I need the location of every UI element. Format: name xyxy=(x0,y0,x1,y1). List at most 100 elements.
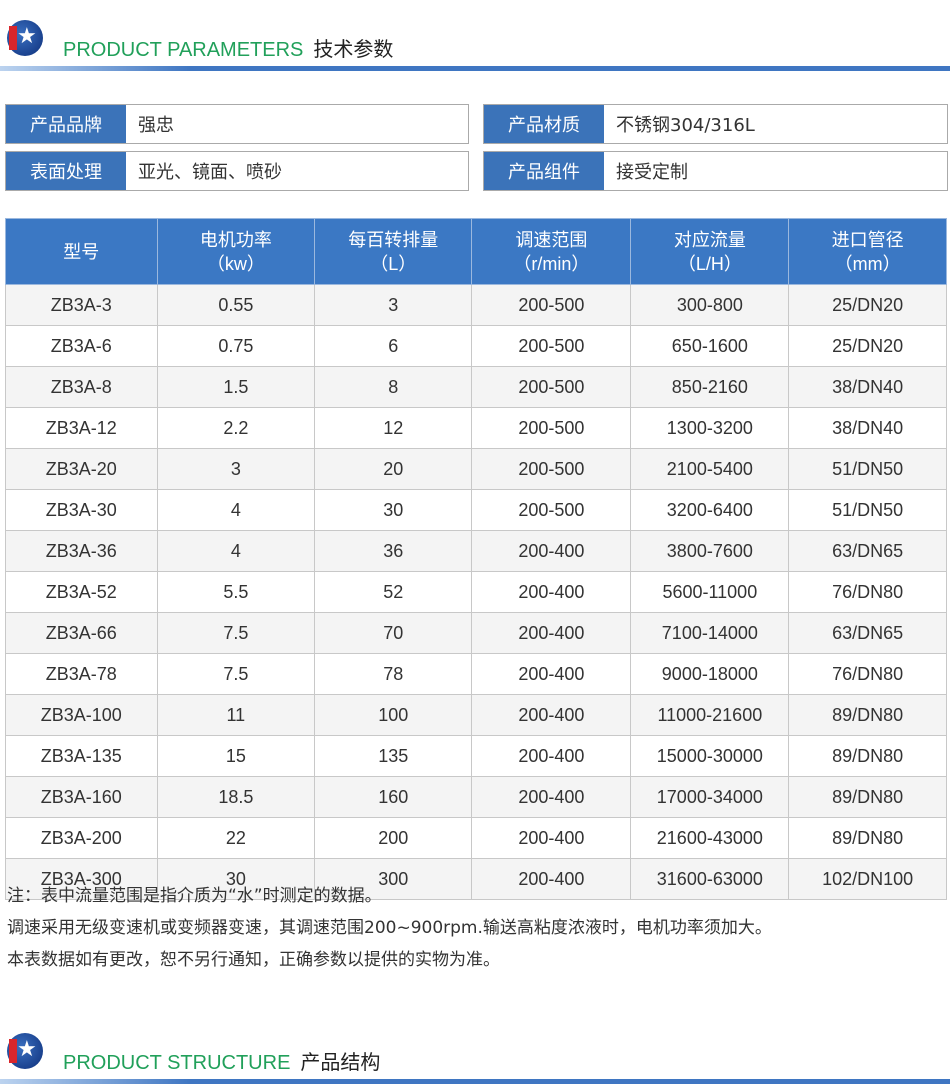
table-row: ZB3A-135 15 135 200-400 15000-30000 89/DN80 xyxy=(5,735,947,777)
note: 注：表中流量范围是指介质为“水”时测定的数据。 xyxy=(7,886,382,906)
table-cell: ZB3A-8 xyxy=(5,366,158,408)
table-cell: 7.5 xyxy=(156,612,316,654)
column-header: 型号 xyxy=(5,218,158,285)
table-row: ZB3A-36 4 36 200-400 3800-7600 63/DN65 xyxy=(5,530,947,572)
table-cell: 51/DN50 xyxy=(788,489,947,531)
title-cn: 产品结构 xyxy=(300,1052,381,1074)
table-cell: 200-500 xyxy=(471,407,632,449)
table-cell: 200-400 xyxy=(471,530,632,572)
table-cell: 63/DN65 xyxy=(788,612,947,654)
table-cell: 850-2160 xyxy=(630,366,790,408)
table-cell: 17000-34000 xyxy=(630,776,790,818)
note: 本表数据如有更改，恕不另行通知，正确参数以提供的实物为准。 xyxy=(7,950,500,970)
table-cell: 89/DN80 xyxy=(788,776,947,818)
title-en: PRODUCT PARAMETERS xyxy=(63,39,304,61)
info-value: 亚光、镜面、喷砂 xyxy=(138,162,282,183)
table-cell: 9000-18000 xyxy=(630,653,790,695)
column-header: 对应流量 （L/H） xyxy=(630,218,790,285)
table-cell: 200-400 xyxy=(471,776,632,818)
table-cell: 52 xyxy=(314,571,473,613)
column-header: 进口管径 （mm） xyxy=(788,218,947,285)
table-cell: 3200-6400 xyxy=(630,489,790,531)
table-cell: 1.5 xyxy=(156,366,316,408)
table-cell: 89/DN80 xyxy=(788,817,947,859)
table-cell: 300-800 xyxy=(630,284,790,326)
info-material: 产品材质 不锈钢304/316L xyxy=(483,104,948,144)
table-cell: 200-400 xyxy=(471,694,632,736)
table-row: ZB3A-52 5.5 52 200-400 5600-11000 76/DN80 xyxy=(5,571,947,613)
table-cell: 200-400 xyxy=(471,817,632,859)
table-cell: 7100-14000 xyxy=(630,612,790,654)
table-cell: 25/DN20 xyxy=(788,284,947,326)
table-row: ZB3A-300 30 300 200-400 31600-63000 102/DN100 xyxy=(5,858,947,900)
table-cell: 89/DN80 xyxy=(788,694,947,736)
table-row: ZB3A-6 0.75 6 200-500 650-1600 25/DN20 xyxy=(5,325,947,367)
table-cell: 7.5 xyxy=(156,653,316,695)
table-row: ZB3A-100 11 100 200-400 11000-21600 89/DN80 xyxy=(5,694,947,736)
header-text: （r/min） xyxy=(513,253,590,274)
table-row: ZB3A-66 7.5 70 200-400 7100-14000 63/DN65 xyxy=(5,612,947,654)
section-title: PRODUCT PARAMETERS 技术参数 xyxy=(63,33,393,62)
table-cell: 100 xyxy=(314,694,473,736)
table-cell: 70 xyxy=(314,612,473,654)
table-cell: 36 xyxy=(314,530,473,572)
info-label: 表面处理 xyxy=(6,152,126,190)
info-label: 产品品牌 xyxy=(6,105,126,143)
info-value: 接受定制 xyxy=(616,162,688,183)
info-label: 产品组件 xyxy=(484,152,604,190)
table-cell: 25/DN20 xyxy=(788,325,947,367)
table-cell: ZB3A-66 xyxy=(5,612,158,654)
header-text: （L） xyxy=(370,253,417,274)
table-cell: 3 xyxy=(156,448,316,490)
table-cell: 38/DN40 xyxy=(788,407,947,449)
header-text: （mm） xyxy=(834,253,901,274)
table-row: ZB3A-30 4 30 200-500 3200-6400 51/DN50 xyxy=(5,489,947,531)
column-header: 调速范围 （r/min） xyxy=(471,218,632,285)
table-cell: ZB3A-12 xyxy=(5,407,158,449)
table-cell: 3800-7600 xyxy=(630,530,790,572)
notes: 注：表中流量范围是指介质为“水”时测定的数据。 调速采用无级变速机或变频器变速，… xyxy=(7,880,772,976)
table-cell: ZB3A-160 xyxy=(5,776,158,818)
table-cell: 0.75 xyxy=(156,325,316,367)
table-cell: 3 xyxy=(314,284,473,326)
section-header-parameters: ★ PRODUCT PARAMETERS 技术参数 xyxy=(0,0,950,61)
table-cell: ZB3A-36 xyxy=(5,530,158,572)
table-cell: 76/DN80 xyxy=(788,653,947,695)
table-cell: 89/DN80 xyxy=(788,735,947,777)
table-cell: 200-400 xyxy=(471,653,632,695)
table-cell: 12 xyxy=(314,407,473,449)
table-cell: ZB3A-30 xyxy=(5,489,158,531)
table-cell: ZB3A-300 xyxy=(5,858,158,900)
table-cell: 5600-11000 xyxy=(630,571,790,613)
table-cell: 30 xyxy=(314,489,473,531)
table-cell: 200-500 xyxy=(471,325,632,367)
section-header-structure: ★ PRODUCT STRUCTURE 产品结构 xyxy=(0,1013,950,1074)
table-cell: 15 xyxy=(156,735,316,777)
table-cell: 31600-63000 xyxy=(630,858,790,900)
table-cell: 300 xyxy=(314,858,473,900)
table-row: ZB3A-160 18.5 160 200-400 17000-34000 89/DN80 xyxy=(5,776,947,818)
table-cell: 11 xyxy=(156,694,316,736)
table-cell: ZB3A-52 xyxy=(5,571,158,613)
table-cell: ZB3A-6 xyxy=(5,325,158,367)
info-brand: 产品品牌 强忠 xyxy=(5,104,469,144)
table-cell: ZB3A-20 xyxy=(5,448,158,490)
table-cell: 200-500 xyxy=(471,284,632,326)
table-cell: 6 xyxy=(314,325,473,367)
header-text: 调速范围 xyxy=(515,229,588,250)
section-title: PRODUCT STRUCTURE 产品结构 xyxy=(63,1046,380,1075)
table-cell: 200-500 xyxy=(471,366,632,408)
logo-icon: ★ xyxy=(7,20,43,56)
table-cell: 78 xyxy=(314,653,473,695)
table-cell: 38/DN40 xyxy=(788,366,947,408)
table-cell: 4 xyxy=(156,530,316,572)
column-header: 电机功率 （kw） xyxy=(156,218,316,285)
table-row: ZB3A-20 3 20 200-500 2100-5400 51/DN50 xyxy=(5,448,947,490)
table-cell: 200-500 xyxy=(471,448,632,490)
table-cell: 200-400 xyxy=(471,858,632,900)
table-cell: ZB3A-135 xyxy=(5,735,158,777)
table-cell: 51/DN50 xyxy=(788,448,947,490)
divider xyxy=(0,66,950,71)
column-header: 每百转排量 （L） xyxy=(314,218,473,285)
table-cell: 5.5 xyxy=(156,571,316,613)
